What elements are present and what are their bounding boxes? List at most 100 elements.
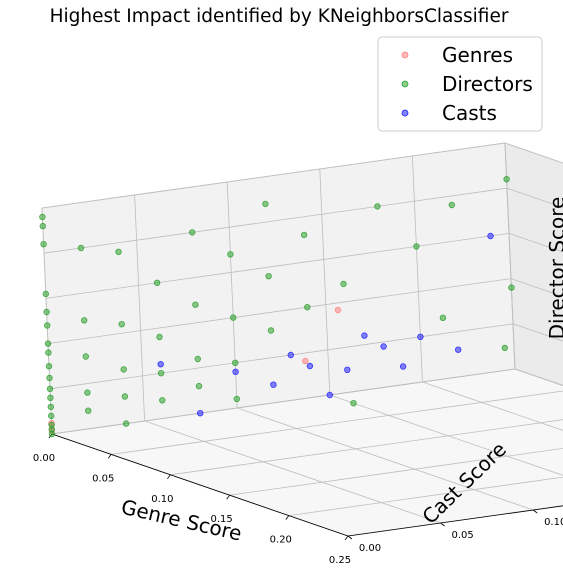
point-directors xyxy=(84,407,92,414)
point-directors xyxy=(80,317,88,324)
point-directors xyxy=(45,363,53,370)
point-directors xyxy=(188,229,196,236)
x-tick-mark xyxy=(107,454,112,459)
point-directors xyxy=(47,403,54,411)
x-tick-label: 0.25 xyxy=(329,555,351,566)
grid-line-y xyxy=(412,155,563,431)
y-tick-label: 0.05 xyxy=(451,530,473,541)
point-casts xyxy=(455,346,462,353)
point-directors xyxy=(195,382,203,390)
point-casts xyxy=(344,366,351,373)
y-tick-mark xyxy=(347,535,353,540)
x-axis-line xyxy=(51,433,349,537)
point-directors xyxy=(42,290,49,298)
point-directors xyxy=(121,393,129,400)
x-tick-mark xyxy=(167,474,171,480)
point-directors xyxy=(46,374,53,382)
point-casts xyxy=(361,332,368,339)
grid-line-x xyxy=(170,419,563,476)
point-directors xyxy=(46,385,54,392)
point-casts xyxy=(232,368,239,375)
point-directors xyxy=(448,201,455,209)
y-tick-mark xyxy=(532,509,538,514)
legend-label-directors: Directors xyxy=(442,72,533,96)
point-directors xyxy=(265,273,272,280)
point-casts xyxy=(270,381,277,388)
x-tick-label: 0.10 xyxy=(151,494,173,505)
point-directors xyxy=(40,240,47,248)
point-directors xyxy=(122,420,130,427)
grid-line-y xyxy=(134,194,441,524)
legend-label-genres: Genres xyxy=(442,43,513,67)
y-tick-label: 0.00 xyxy=(359,543,381,554)
point-directors xyxy=(39,213,46,221)
point-directors xyxy=(48,430,56,438)
axis-lines xyxy=(51,433,563,537)
legend-marker-casts xyxy=(401,109,409,117)
point-directors xyxy=(120,366,127,373)
y-axis-line xyxy=(347,505,563,537)
point-directors xyxy=(44,340,52,347)
point-directors xyxy=(192,301,199,308)
point-directors xyxy=(118,321,125,328)
tick-labels: 0.000.050.100.150.200.250.000.050.100.15… xyxy=(33,433,563,566)
point-directors xyxy=(82,353,89,360)
point-casts xyxy=(287,351,294,359)
x-tick-label: 0.00 xyxy=(33,453,55,464)
x-axis-title: Genre Score xyxy=(119,495,244,546)
grid-line-x xyxy=(111,390,563,455)
point-directors xyxy=(39,222,46,230)
data-points xyxy=(39,175,515,438)
point-directors xyxy=(439,314,447,321)
point-directors xyxy=(300,231,308,239)
grid-line-x xyxy=(229,447,563,496)
point-directors xyxy=(47,394,54,401)
y-tick-label: 0.10 xyxy=(544,517,563,528)
point-genres xyxy=(334,306,342,314)
point-directors xyxy=(153,279,161,286)
legend-marker-directors xyxy=(401,80,409,88)
legend-label-casts: Casts xyxy=(442,101,497,125)
x-tick-mark xyxy=(226,494,230,500)
point-directors xyxy=(413,243,420,250)
point-directors xyxy=(194,355,201,363)
z-axis-title: Director Score xyxy=(545,197,563,340)
point-casts xyxy=(417,333,424,340)
point-directors xyxy=(45,349,52,356)
point-directors xyxy=(503,175,510,183)
point-directors xyxy=(267,327,275,334)
point-directors xyxy=(43,308,50,316)
point-directors xyxy=(115,248,122,255)
point-casts xyxy=(399,363,407,370)
point-directors xyxy=(262,200,269,208)
x-tick-mark xyxy=(344,535,349,541)
x-tick-label: 0.15 xyxy=(210,514,232,525)
point-genres xyxy=(302,357,309,365)
point-directors xyxy=(233,395,240,403)
point-directors xyxy=(229,314,237,321)
point-casts xyxy=(326,391,333,399)
legend-marker-genres xyxy=(401,51,409,59)
point-directors xyxy=(48,412,55,420)
point-directors xyxy=(231,359,239,366)
x-tick-label: 0.20 xyxy=(270,535,292,546)
x-tick-mark xyxy=(285,515,290,520)
point-directors xyxy=(501,344,508,352)
point-casts xyxy=(196,410,204,417)
point-directors xyxy=(44,322,51,329)
legend: Genres Directors Casts xyxy=(377,36,543,132)
x-tick-label: 0.05 xyxy=(92,473,114,484)
grid-line-x xyxy=(288,476,563,516)
grid-line-y xyxy=(504,142,563,386)
grid-line-z xyxy=(41,142,563,209)
point-casts xyxy=(306,362,314,370)
point-directors xyxy=(340,280,347,288)
point-directors xyxy=(159,397,166,404)
point-directors xyxy=(508,284,515,291)
point-directors xyxy=(374,203,381,210)
point-casts xyxy=(380,343,387,350)
point-directors xyxy=(84,389,91,396)
point-casts xyxy=(157,361,164,368)
